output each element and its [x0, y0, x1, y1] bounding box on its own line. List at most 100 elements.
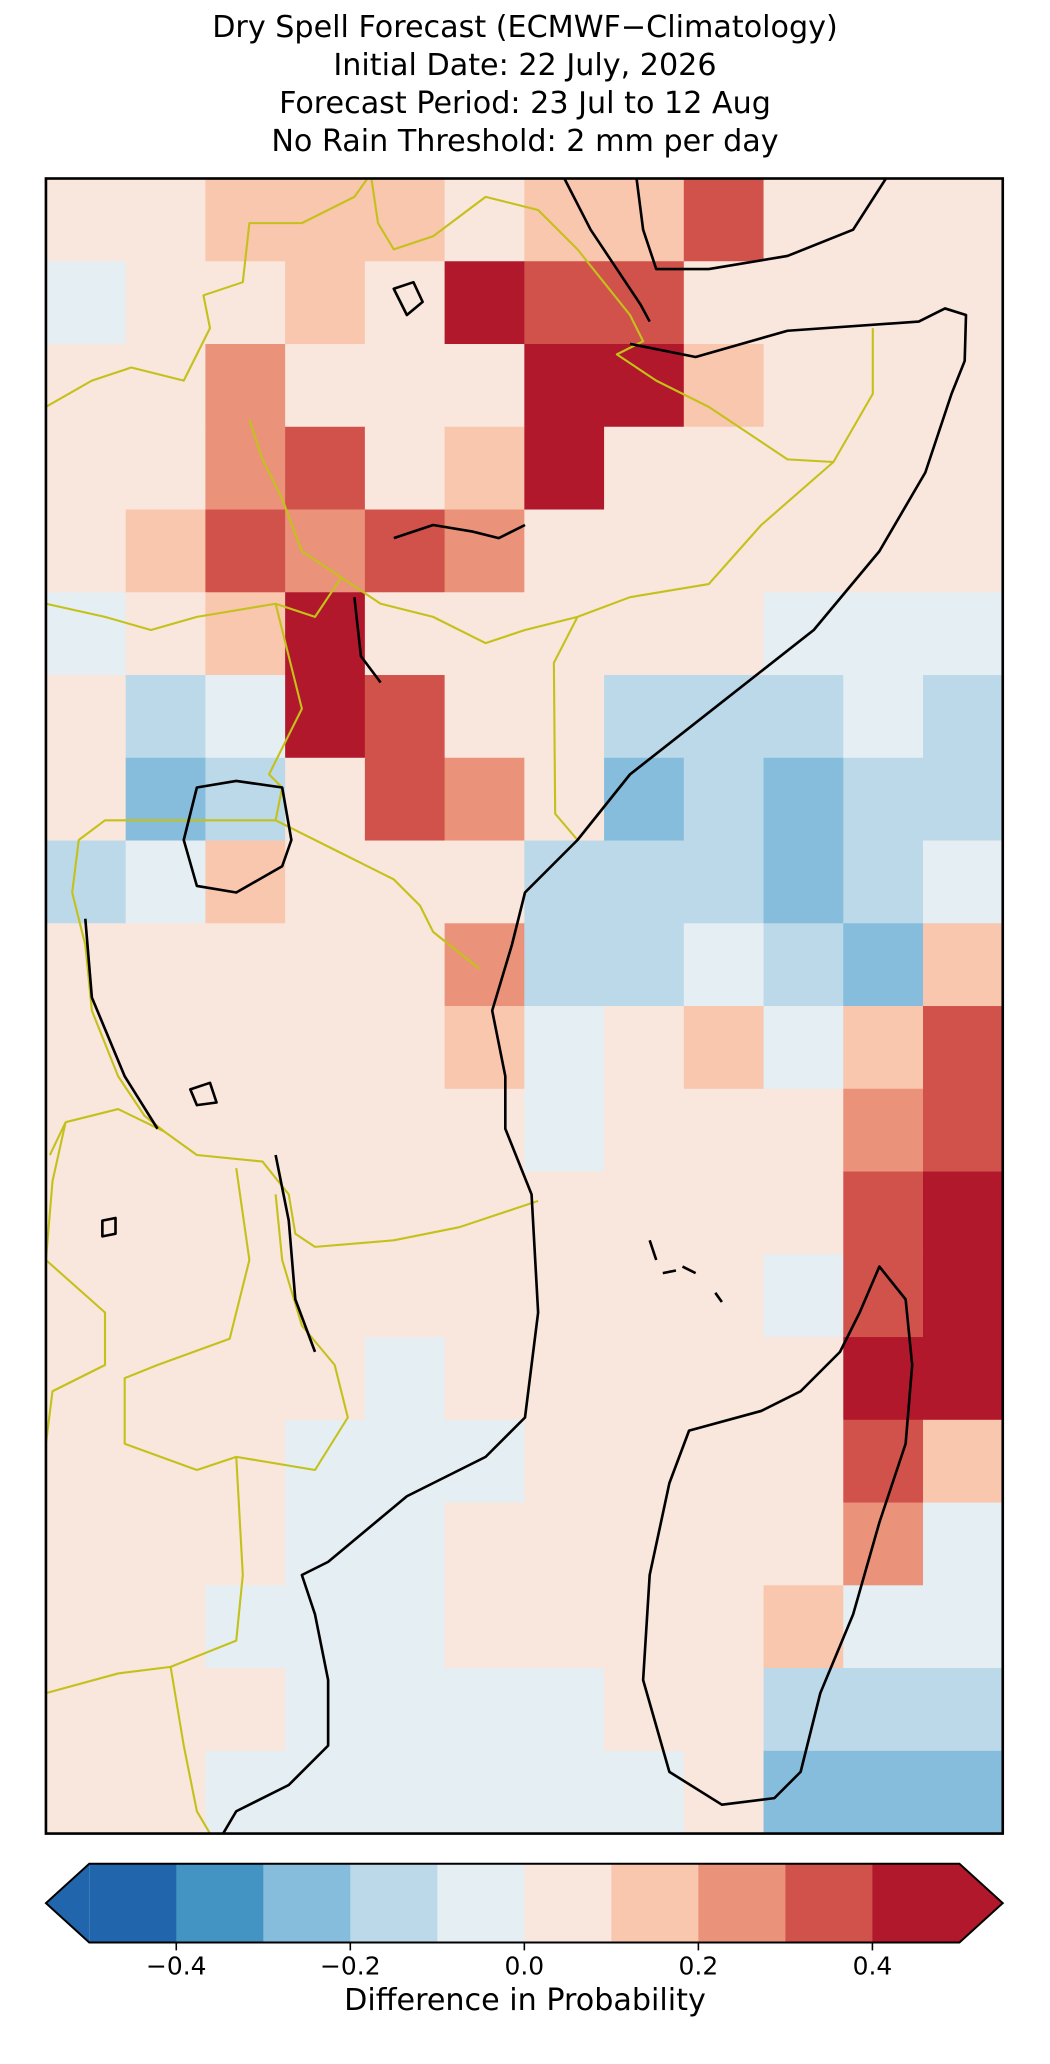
colorbar-tick-label: 0.4 [853, 1951, 893, 1980]
grid-cell [843, 757, 924, 842]
grid-cell [205, 675, 286, 759]
grid-cell [923, 592, 1003, 676]
grid-cell [763, 344, 844, 428]
grid-cell [285, 592, 366, 676]
country-border [45, 178, 369, 408]
title-line: Initial Date: 22 July, 2026 [333, 48, 716, 83]
grid-cell [285, 1668, 366, 1752]
grid-cell [125, 178, 207, 262]
grid-cell [923, 840, 1003, 924]
colorbar-label: Difference in Probability [344, 1983, 706, 2018]
grid-cell [683, 675, 765, 759]
map-outlines [45, 178, 968, 1834]
country-border [552, 616, 579, 841]
grid-cell [125, 1419, 207, 1504]
country-border [248, 419, 835, 645]
grid-cell [285, 426, 366, 511]
colorbar-segment [785, 1863, 873, 1943]
grid-cell [444, 1006, 525, 1090]
grid-cell [444, 1750, 525, 1834]
grid-cell [444, 840, 525, 924]
grid-cell [125, 1337, 207, 1421]
grid-cell [364, 261, 446, 345]
grid-cell [444, 1337, 525, 1421]
grid-cell [923, 344, 1003, 428]
grid-cell [205, 840, 286, 924]
grid-cell [604, 923, 685, 1007]
grid-cell [604, 261, 685, 345]
coastline [641, 1265, 914, 1807]
title-line: Dry Spell Forecast (ECMWF−Climatology) [212, 10, 838, 45]
grid-cell [923, 1171, 1003, 1255]
grid-cell [683, 1171, 765, 1255]
grid-cell [763, 1419, 844, 1504]
grid-cell [843, 675, 924, 759]
grid-cell [683, 592, 765, 676]
grid-cell [364, 675, 446, 759]
colorbar-extend-low [45, 1863, 90, 1943]
grid-cell [683, 1254, 765, 1338]
grid-cell [205, 1502, 286, 1586]
grid-cell [923, 509, 1003, 593]
grid-cell [604, 1750, 685, 1834]
grid-cell [843, 1419, 924, 1504]
grid-cell [923, 1585, 1003, 1669]
grid-cell [604, 592, 685, 676]
grid-cell [763, 1171, 844, 1255]
grid-cell [604, 1254, 685, 1338]
grid-cell [125, 1585, 207, 1669]
grid-cell [683, 1419, 765, 1504]
grid-cell [285, 1419, 366, 1504]
colorbar-segment [263, 1863, 351, 1943]
coastline [221, 307, 968, 1834]
grid-cell [285, 1585, 366, 1669]
grid-cell [205, 509, 286, 593]
grid-cell [524, 344, 605, 428]
grid-cell [524, 509, 605, 593]
grid-cell [524, 1337, 605, 1421]
grid-cell [923, 1088, 1003, 1173]
grid-cell [285, 509, 366, 593]
grid-cell [125, 1254, 207, 1338]
grid-cell [843, 592, 924, 676]
grid-cell [205, 1254, 286, 1338]
grid-cell [364, 592, 446, 676]
grid-cell [205, 261, 286, 345]
grid-cell [763, 1585, 844, 1669]
grid-cell [364, 1419, 446, 1504]
colorbar-segment [176, 1863, 264, 1943]
grid-cell [763, 923, 844, 1007]
title-block: Dry Spell Forecast (ECMWF−Climatology)In… [212, 10, 838, 159]
grid-cell [843, 344, 924, 428]
grid-cell [125, 923, 207, 1007]
grid-cell [843, 1668, 924, 1752]
grid-cell [843, 178, 924, 262]
grid-cell [45, 1750, 127, 1834]
grid-cell [205, 344, 286, 428]
grid-cell [364, 1006, 446, 1090]
grid-cell [524, 178, 605, 262]
grid-cell [524, 1668, 605, 1752]
grid-cell [205, 426, 286, 511]
country-border [45, 1456, 244, 1834]
grid-cell [683, 1668, 765, 1752]
country-border [163, 1130, 539, 1248]
grid-cell [444, 1419, 525, 1504]
grid-cell [923, 757, 1003, 842]
grid-cell [45, 757, 127, 842]
grid-cell [683, 923, 765, 1007]
grid-cell [45, 1668, 127, 1752]
grid-cell [125, 426, 207, 511]
grid-cell [683, 757, 765, 842]
grid-cell [683, 178, 765, 262]
grid-cell [364, 1502, 446, 1586]
grid-cell [45, 1419, 127, 1504]
grid-cell [205, 1337, 286, 1421]
grid-cell [683, 1502, 765, 1586]
grid-cell [524, 1006, 605, 1090]
grid-cell [923, 1668, 1003, 1752]
colorbar-tick-label: −0.2 [320, 1951, 381, 1980]
colorbar-segment [89, 1863, 177, 1943]
grid-cell [45, 178, 127, 262]
grid-cell [125, 1088, 207, 1173]
